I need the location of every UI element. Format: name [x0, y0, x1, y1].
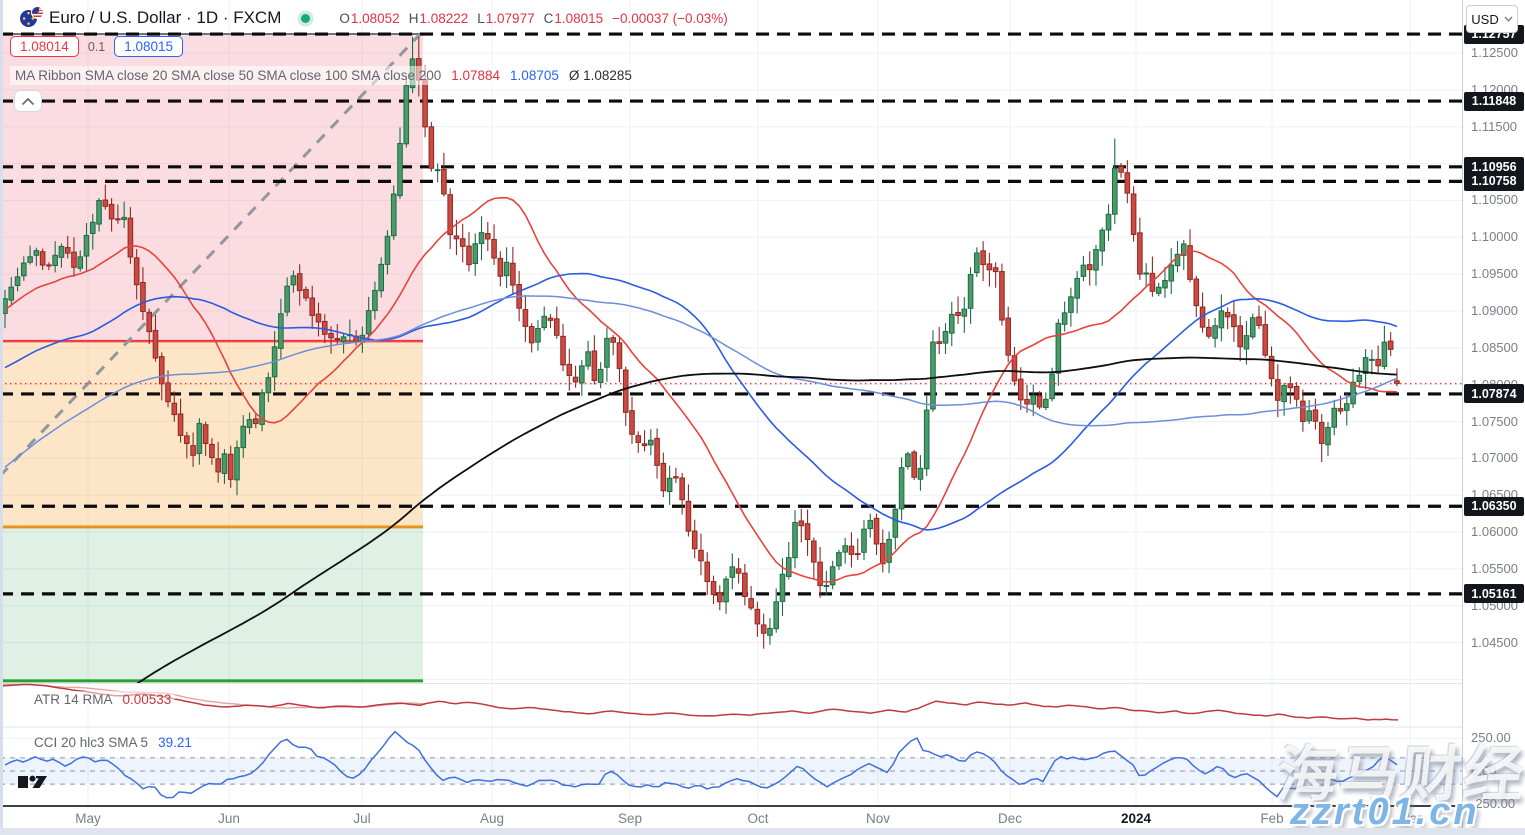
open-label: O — [339, 10, 350, 26]
currency-dropdown[interactable]: USD — [1466, 5, 1518, 33]
cci-title[interactable]: CCI 20 hlc3 SMA 5 — [34, 735, 149, 750]
price-level-badge: 1.05161 — [1464, 584, 1524, 604]
sma-20-line — [4, 196, 1397, 583]
candles-group — [2, 36, 1400, 649]
cci-tick-label: -250.00 — [1471, 795, 1516, 811]
time-axis-month-label: Mar — [1398, 811, 1422, 826]
price-level-badge: 1.07874 — [1464, 384, 1524, 404]
price-alert-label-blue[interactable]: 1.08015 — [114, 36, 184, 57]
eur-flag-icon — [20, 5, 44, 27]
trendline — [0, 27, 427, 478]
close-value: 1.08015 — [554, 10, 604, 26]
time-axis-month-label: May — [75, 811, 101, 826]
time-axis-month-label: Jun — [218, 811, 240, 826]
collapse-indicators-button[interactable] — [14, 90, 42, 112]
sma-100-line — [4, 295, 1398, 468]
cci-legend: CCI 20 hlc3 SMA 5 39.21 — [30, 734, 196, 751]
open-value: 1.08052 — [350, 10, 400, 26]
ma-ribbon-average: Ø 1.08285 — [568, 68, 632, 83]
atr-value: 0.00533 — [122, 692, 172, 707]
cci-tick-label: 0.00 — [1471, 763, 1497, 778]
atr-line — [0, 683, 1399, 721]
price-tick-label: 1.05500 — [1471, 560, 1518, 576]
cci-pane — [0, 730, 1462, 799]
time-axis-month-label: Aug — [479, 811, 505, 826]
time-axis-month-label: Dec — [997, 811, 1023, 826]
price-tick-label: 1.12500 — [1471, 45, 1518, 60]
cci-tick-label: 250.00 — [1471, 730, 1511, 746]
tradingview-logo[interactable] — [18, 775, 48, 794]
ma-ribbon-lines — [4, 196, 1398, 683]
ma-ribbon-value-2: 1.08705 — [510, 68, 559, 83]
key-levels — [0, 32, 1462, 596]
symbol-header: Euro / U.S. Dollar · 1D · FXCM O 1.08052 … — [20, 5, 728, 31]
ma-ribbon-value-1: 1.07884 — [451, 68, 501, 83]
sma-200-line — [136, 356, 1397, 683]
price-tick-label: 1.07000 — [1471, 450, 1518, 466]
usd-flag-icon — [31, 5, 44, 19]
ma-ribbon-title[interactable]: MA Ribbon SMA close 20 SMA close 50 SMA … — [15, 68, 442, 83]
price-tick-label: 1.08500 — [1471, 339, 1518, 355]
atr-legend: ATR 14 RMA 0.00533 — [30, 691, 176, 708]
sma-50-line — [4, 272, 1398, 531]
chart-canvas[interactable] — [0, 0, 1462, 805]
price-level-badge: 1.06350 — [1464, 496, 1524, 516]
price-level-badge: 1.10758 — [1464, 171, 1524, 191]
cci-line — [4, 730, 1398, 799]
atr-pane — [0, 683, 1399, 721]
close-label: C — [543, 10, 554, 26]
time-axis-month-label: 2024 — [1120, 811, 1152, 826]
market-open-dot-icon — [301, 13, 311, 23]
atr-title[interactable]: ATR 14 RMA — [34, 692, 113, 707]
time-axis-month-label: Nov — [865, 811, 891, 826]
time-axis-month-label: Jul — [353, 811, 371, 826]
low-value: 1.07977 — [485, 10, 535, 26]
low-label: L — [477, 10, 485, 26]
watermark-url: zzrt01.cn — [1290, 791, 1480, 833]
change-value: −0.00037 (−0.03%) — [612, 10, 728, 26]
price-tick-label: 1.06000 — [1471, 524, 1518, 540]
price-tick-label: 1.07500 — [1471, 413, 1518, 429]
pane-dividers — [0, 683, 1462, 728]
ma-ribbon-legend: MA Ribbon SMA close 20 SMA close 50 SMA … — [10, 66, 637, 85]
ohlc-values: O 1.08052 H 1.08222 L 1.07977 C 1.08015 −0.0… — [330, 11, 727, 26]
analysis-zones — [0, 33, 423, 683]
window-bottom-edge — [0, 828, 1525, 835]
price-level-badge: 1.10956 — [1464, 157, 1524, 177]
symbol-title[interactable]: Euro / U.S. Dollar · 1D · FXCM — [49, 8, 282, 27]
time-axis-month-label: Sep — [617, 811, 643, 826]
high-value: 1.08222 — [419, 10, 469, 26]
high-label: H — [408, 10, 419, 26]
cci-value: 39.21 — [158, 735, 192, 750]
price-tick-label: 1.09500 — [1471, 266, 1518, 282]
price-label-mid: 0.1 — [87, 39, 106, 54]
price-tick-label: 1.10000 — [1471, 229, 1518, 245]
price-alert-label-red[interactable]: 1.08014 — [10, 36, 79, 57]
price-tick-label: 1.04500 — [1471, 634, 1518, 650]
price-label-row: 1.08014 0.1 1.08015 — [10, 36, 184, 57]
price-level-badge: 1.11848 — [1464, 91, 1524, 111]
price-tick-label: 1.11500 — [1471, 118, 1518, 134]
chevron-up-icon — [21, 97, 35, 105]
price-tick-label: 1.10500 — [1471, 192, 1518, 208]
price-axis[interactable]: USD 1.12500 1.12000 1.11500 1.10500 1.10000 1… — [1462, 0, 1525, 828]
chevron-down-icon — [1504, 16, 1513, 22]
window-left-edge — [0, 0, 3, 835]
currency-label: USD — [1471, 11, 1499, 27]
time-axis-month-label: Oct — [747, 811, 769, 826]
price-tick-label: 1.09000 — [1471, 302, 1518, 318]
time-axis-month-label: Feb — [1260, 811, 1284, 826]
